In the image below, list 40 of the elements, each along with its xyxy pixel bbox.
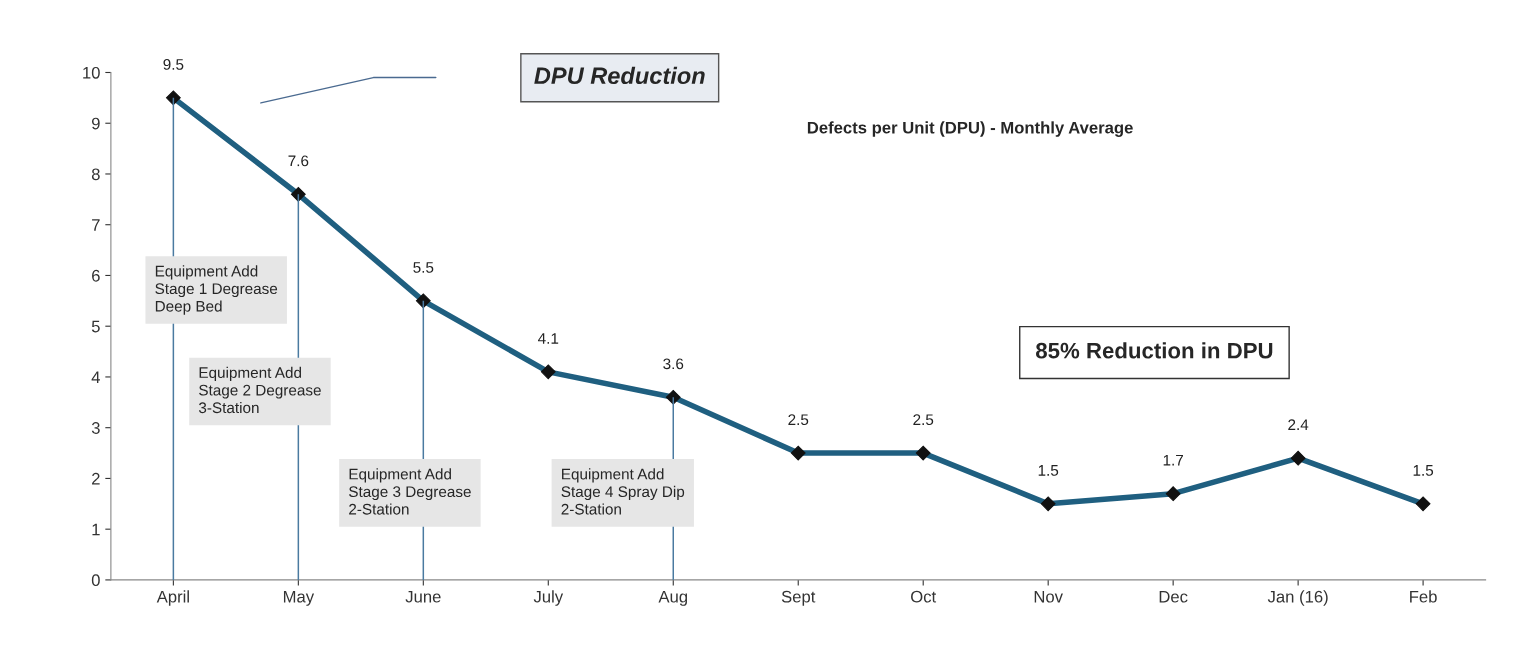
x-tick-label: Aug [658,590,688,606]
annotation: Equipment Add Stage 1 Degrease Deep Bed [155,265,278,315]
data-label: 1.5 [1038,465,1059,476]
annotation: Equipment Add Stage 2 Degrease 3-Station [198,366,321,414]
data-label: 1.5 [1413,465,1434,476]
annotation: Equipment Add Stage 3 Degrease 2-Station [349,468,471,515]
y-tick-label: 1 [92,523,100,536]
x-tick-label: Dec [1159,590,1188,603]
data-label: 3.6 [663,358,684,370]
data-label: 4.1 [538,333,559,344]
text: Defects per Unit (DPU) - Monthly Average [807,121,1133,137]
data-label: 2.5 [788,414,809,426]
data-label: 5.5 [413,262,434,273]
data-label: 2.5 [913,414,934,426]
y-tick-label: 2 [92,472,100,485]
x-tick-label: Nov [1034,590,1063,603]
annotation: 85% Reduction in DPU [1036,342,1273,359]
y-tick-label: 9 [91,117,100,130]
annotation: Equipment Add Stage 4 Spray Dip 2-Station [561,468,685,515]
data-label: 9.5 [163,59,184,70]
y-tick-label: 4 [91,371,100,383]
data-label: 2.4 [1288,419,1309,430]
x-tick-label: Feb [1410,590,1437,603]
x-tick-label: May [283,590,315,606]
y-tick-label: 0 [91,574,100,587]
y-tick-label: 3 [91,422,100,434]
y-tick-label: 8 [91,168,100,181]
chart-title: DPU Reduction [534,66,705,85]
y-tick-label: 7 [92,219,100,231]
x-tick-label: April [156,590,189,606]
y-tick-label: 5 [91,320,100,333]
x-tick-label: July [533,590,564,606]
data-label: 1.7 [1163,454,1183,466]
y-tick-label: 10 [83,66,100,79]
data-label: 7.6 [288,155,309,167]
x-tick-label: Oct [911,590,937,603]
y-tick-label: 6 [92,269,100,282]
x-tick-label: Jan (16) [1267,590,1328,606]
x-tick-label: Sept [781,590,816,606]
x-tick-label: June [405,590,441,603]
